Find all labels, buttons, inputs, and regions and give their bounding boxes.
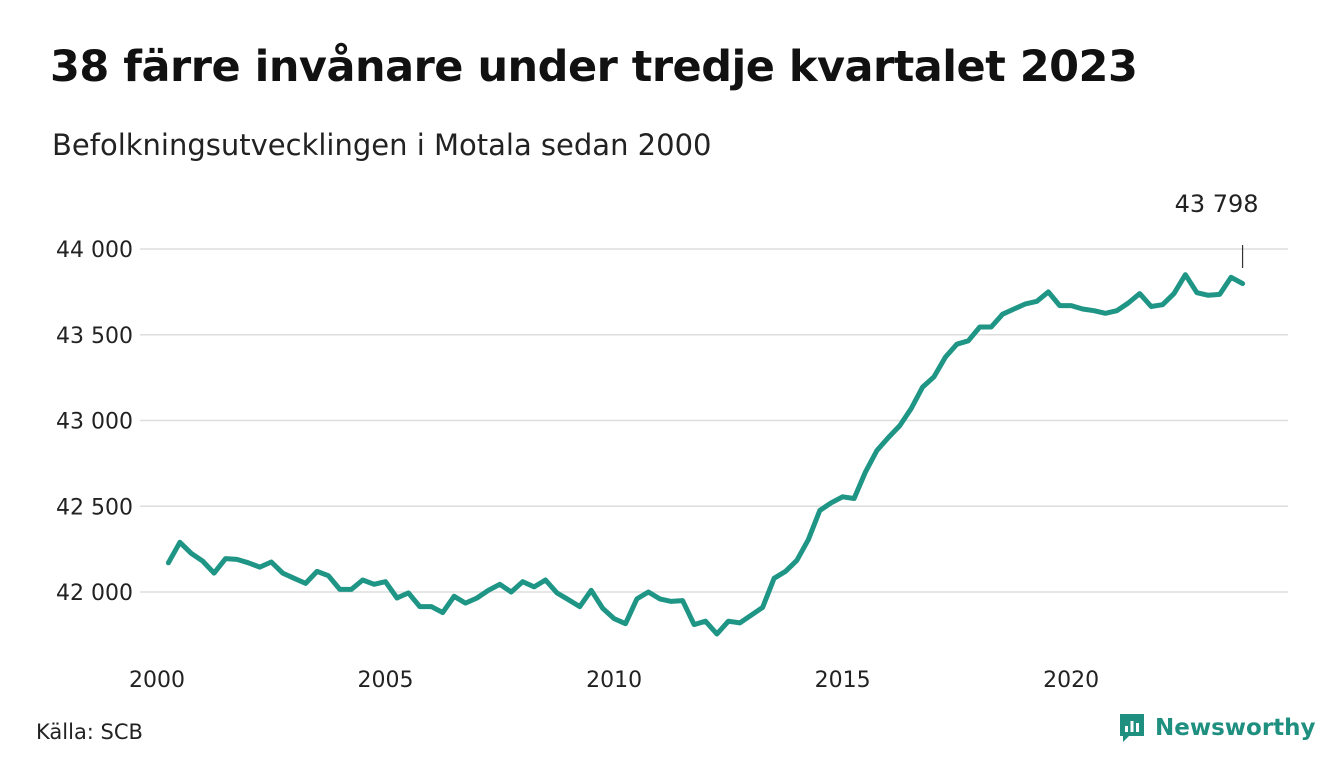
x-tick-label: 2015 bbox=[815, 668, 871, 693]
chart-title: 38 färre invånare under tredje kvartalet… bbox=[50, 42, 1138, 92]
x-tick-label: 2000 bbox=[129, 668, 185, 693]
annotation-label: 43 798 bbox=[1175, 190, 1259, 218]
grid bbox=[140, 248, 1288, 593]
annotation: 43 798 bbox=[1175, 190, 1259, 268]
y-axis: 42 000 42 500 43 000 43 500 44 000 bbox=[56, 238, 133, 606]
chart-subtitle: Befolkningsutvecklingen i Motala sedan 2… bbox=[52, 128, 712, 162]
x-tick-label: 2005 bbox=[358, 668, 414, 693]
x-tick-label: 2010 bbox=[586, 668, 642, 693]
series bbox=[165, 272, 1246, 637]
x-tick-label: 2020 bbox=[1043, 668, 1099, 693]
x-axis: 2000 2005 2010 2015 2020 bbox=[129, 668, 1099, 693]
source-note: Källa: SCB bbox=[36, 720, 143, 744]
y-tick-label: 44 000 bbox=[56, 238, 133, 263]
y-tick-label: 42 000 bbox=[56, 581, 133, 606]
newsworthy-icon bbox=[1120, 714, 1144, 742]
brand-name: Newsworthy bbox=[1155, 715, 1316, 741]
y-tick-label: 43 500 bbox=[56, 324, 133, 349]
y-tick-label: 43 000 bbox=[56, 410, 133, 435]
series-line-0 bbox=[165, 272, 1246, 637]
brand-logo: Newsworthy bbox=[1118, 712, 1316, 744]
y-tick-label: 42 500 bbox=[56, 495, 133, 520]
